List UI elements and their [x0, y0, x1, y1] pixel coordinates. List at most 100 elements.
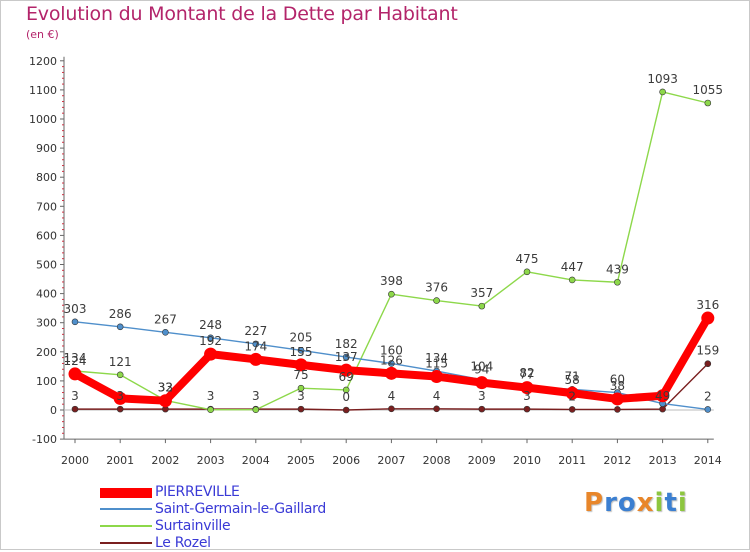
x-tick-label: 2006 — [332, 454, 360, 467]
data-point — [388, 405, 395, 413]
data-label: 0 — [342, 390, 350, 404]
axes: -100010020030040050060070080090010001100… — [29, 55, 722, 467]
data-point — [113, 391, 127, 405]
data-label: 2 — [568, 389, 576, 403]
y-tick-label: 1100 — [29, 84, 57, 97]
data-label: 182 — [335, 337, 358, 351]
data-label: 77 — [519, 368, 534, 382]
x-tick-label: 2007 — [377, 454, 405, 467]
data-label: 3 — [478, 389, 486, 403]
legend-swatch — [100, 508, 152, 510]
unit-label: (en €) — [26, 28, 59, 41]
x-tick-label: 2014 — [694, 454, 722, 467]
data-label: 121 — [109, 355, 132, 369]
legend-swatch — [100, 542, 152, 544]
data-label: 159 — [696, 344, 719, 358]
data-label: 4 — [433, 389, 441, 403]
x-tick-label: 2012 — [603, 454, 631, 467]
data-point — [565, 386, 579, 400]
data-point — [704, 360, 712, 368]
data-label: 160 — [380, 343, 403, 357]
legend-label: PIERREVILLE — [155, 484, 240, 500]
x-tick-label: 2010 — [513, 454, 541, 467]
data-label: 32 — [158, 381, 173, 395]
data-point — [249, 352, 263, 366]
legend-swatch — [100, 525, 152, 527]
data-label: 3 — [252, 389, 260, 403]
data-label: 3 — [207, 389, 215, 403]
data-label: 376 — [425, 281, 448, 295]
data-label: 398 — [380, 274, 403, 288]
x-tick-label: 2013 — [649, 454, 677, 467]
y-tick-label: 600 — [36, 229, 57, 242]
logo-letter: o — [617, 488, 637, 518]
data-label: 286 — [109, 307, 132, 321]
data-point — [207, 334, 214, 342]
series-layer — [68, 88, 715, 414]
y-tick-label: 0 — [50, 404, 57, 417]
legend-swatch — [100, 488, 152, 498]
data-label: 69 — [339, 370, 354, 384]
data-point — [430, 370, 444, 384]
data-point — [614, 278, 621, 286]
legend-label: Saint-Germain-le-Gaillard — [155, 501, 326, 517]
data-point — [614, 406, 621, 413]
data-point — [478, 405, 486, 413]
data-label: 94 — [474, 363, 489, 377]
data-label: 58 — [565, 373, 580, 387]
data-point — [523, 405, 531, 413]
x-tick-label: 2000 — [61, 454, 89, 467]
chart-title: Evolution du Montant de la Dette par Hab… — [26, 3, 458, 25]
y-tick-label: -100 — [32, 433, 57, 446]
data-label: 115 — [425, 357, 448, 371]
y-tick-label: 1200 — [29, 55, 57, 68]
data-point — [523, 268, 531, 276]
data-label: 303 — [64, 302, 87, 316]
data-point — [297, 405, 305, 413]
logo-letter: i — [654, 488, 665, 518]
data-point — [659, 405, 666, 413]
data-label: 75 — [293, 368, 308, 382]
data-label: 357 — [470, 286, 493, 300]
data-label: 137 — [335, 350, 358, 364]
data-label: 475 — [516, 252, 539, 266]
data-point — [68, 367, 82, 381]
data-point — [478, 302, 486, 310]
data-point — [701, 311, 715, 325]
data-point — [520, 381, 534, 395]
data-point — [294, 358, 308, 372]
data-point — [610, 392, 624, 406]
logo-letter: x — [636, 488, 655, 518]
logo-letter: r — [604, 488, 618, 518]
data-label: 316 — [696, 298, 719, 312]
data-point — [204, 347, 218, 361]
data-label: 124 — [64, 354, 87, 368]
data-label: 4 — [388, 389, 396, 403]
data-label: 267 — [154, 312, 177, 326]
data-label: 126 — [380, 353, 403, 367]
data-point — [342, 406, 350, 414]
data-point — [252, 340, 260, 348]
data-label: 82 — [519, 366, 534, 380]
data-label: 104 — [470, 360, 493, 374]
x-tick-label: 2008 — [423, 454, 451, 467]
y-tick-label: 700 — [36, 200, 57, 213]
data-label: 3 — [116, 389, 124, 403]
data-point — [116, 405, 124, 413]
data-point — [207, 406, 214, 414]
data-label: 155 — [290, 345, 313, 359]
data-label: 134 — [64, 351, 87, 365]
data-point — [568, 406, 576, 413]
logo-letter: P — [584, 488, 605, 518]
x-tick-label: 2002 — [151, 454, 179, 467]
y-tick-label: 400 — [36, 288, 57, 301]
data-label: 174 — [244, 339, 267, 353]
data-label: 447 — [561, 260, 584, 274]
data-point — [342, 353, 350, 361]
data-label: 3 — [523, 389, 531, 403]
data-point — [116, 323, 124, 331]
data-label: 439 — [606, 262, 629, 276]
data-label: 38 — [610, 379, 625, 393]
data-point — [656, 389, 670, 403]
